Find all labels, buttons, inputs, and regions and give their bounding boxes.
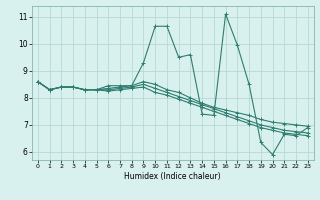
X-axis label: Humidex (Indice chaleur): Humidex (Indice chaleur) [124, 172, 221, 181]
